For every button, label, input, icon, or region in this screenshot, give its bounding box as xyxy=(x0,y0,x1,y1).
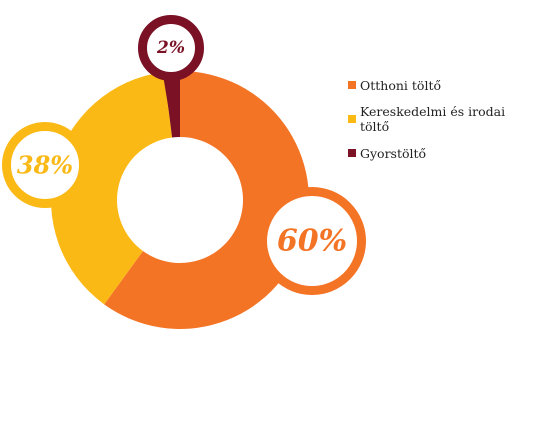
legend-item: Otthoni töltő xyxy=(348,68,535,102)
legend-item: Kereskedelmi és irodai töltő xyxy=(348,102,535,136)
legend-swatch xyxy=(348,149,356,157)
callout-ring xyxy=(138,15,204,81)
data-label: 60% xyxy=(277,224,347,259)
legend-label: Otthoni töltő xyxy=(360,77,441,93)
callout-ring xyxy=(2,122,88,208)
callout-kereskedelmi: 38% xyxy=(2,122,88,208)
callout-ring xyxy=(258,187,366,295)
legend-swatch xyxy=(348,115,356,123)
callout-stem xyxy=(163,75,179,136)
legend-label: Kereskedelmi és irodai töltő xyxy=(360,104,506,134)
callout-otthoni: 60% xyxy=(258,187,366,295)
legend-label: Gyorstöltő xyxy=(360,145,427,161)
legend: Otthoni töltő Kereskedelmi és irodai töl… xyxy=(348,68,535,170)
legend-swatch xyxy=(348,81,356,89)
callout-gyors: 2% xyxy=(138,15,204,136)
data-label: 2% xyxy=(156,38,185,58)
slice-kereskedelmi xyxy=(50,72,173,305)
legend-item: Gyorstöltő xyxy=(348,136,535,170)
data-label: 38% xyxy=(17,151,73,180)
slice-otthoni xyxy=(104,71,309,329)
